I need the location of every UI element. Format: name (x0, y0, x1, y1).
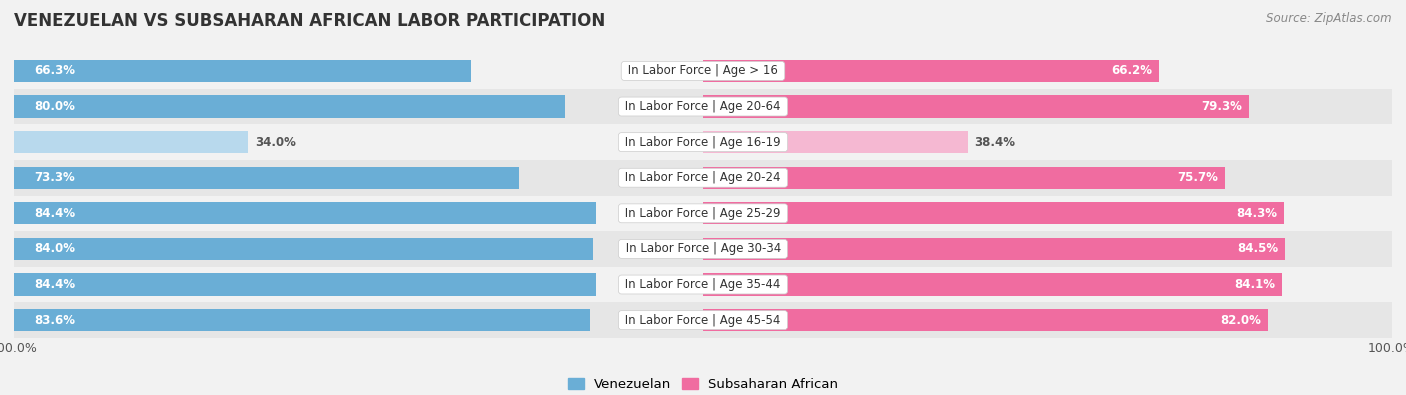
Bar (703, 273, 1282, 295)
Bar (14, 53, 1392, 89)
Bar (14, 231, 1392, 267)
Legend: Venezuelan, Subsaharan African: Venezuelan, Subsaharan African (562, 373, 844, 395)
Text: 34.0%: 34.0% (254, 135, 297, 149)
Text: 84.1%: 84.1% (1234, 278, 1275, 291)
Bar (14, 167, 519, 189)
Bar (14, 124, 1392, 160)
Bar (703, 238, 1285, 260)
Bar (703, 202, 1284, 224)
Bar (703, 131, 967, 153)
Bar (703, 309, 1268, 331)
Bar (14, 160, 1392, 196)
Text: 84.3%: 84.3% (1236, 207, 1277, 220)
Text: In Labor Force | Age 25-29: In Labor Force | Age 25-29 (621, 207, 785, 220)
Text: VENEZUELAN VS SUBSAHARAN AFRICAN LABOR PARTICIPATION: VENEZUELAN VS SUBSAHARAN AFRICAN LABOR P… (14, 12, 606, 30)
Bar (703, 167, 1225, 189)
Text: 80.0%: 80.0% (35, 100, 76, 113)
Text: Source: ZipAtlas.com: Source: ZipAtlas.com (1267, 12, 1392, 25)
Bar (14, 196, 1392, 231)
Bar (703, 96, 1250, 118)
Text: 84.4%: 84.4% (35, 207, 76, 220)
Text: 66.2%: 66.2% (1111, 64, 1152, 77)
Bar (14, 309, 591, 331)
Text: In Labor Force | Age 20-64: In Labor Force | Age 20-64 (621, 100, 785, 113)
Text: In Labor Force | Age > 16: In Labor Force | Age > 16 (624, 64, 782, 77)
Text: In Labor Force | Age 20-24: In Labor Force | Age 20-24 (621, 171, 785, 184)
Bar (14, 131, 249, 153)
Text: In Labor Force | Age 35-44: In Labor Force | Age 35-44 (621, 278, 785, 291)
Bar (14, 273, 596, 295)
Bar (14, 238, 593, 260)
Text: 73.3%: 73.3% (35, 171, 76, 184)
Text: 84.0%: 84.0% (35, 243, 76, 256)
Bar (14, 302, 1392, 338)
Bar (14, 267, 1392, 302)
Text: 84.5%: 84.5% (1237, 243, 1278, 256)
Bar (14, 60, 471, 82)
Text: 38.4%: 38.4% (974, 135, 1015, 149)
Text: In Labor Force | Age 45-54: In Labor Force | Age 45-54 (621, 314, 785, 327)
Bar (14, 96, 565, 118)
Text: 75.7%: 75.7% (1177, 171, 1218, 184)
Text: 84.4%: 84.4% (35, 278, 76, 291)
Bar (14, 202, 596, 224)
Text: 79.3%: 79.3% (1202, 100, 1243, 113)
Text: In Labor Force | Age 16-19: In Labor Force | Age 16-19 (621, 135, 785, 149)
Bar (14, 89, 1392, 124)
Text: 66.3%: 66.3% (35, 64, 76, 77)
Bar (703, 60, 1159, 82)
Text: In Labor Force | Age 30-34: In Labor Force | Age 30-34 (621, 243, 785, 256)
Text: 83.6%: 83.6% (35, 314, 76, 327)
Text: 82.0%: 82.0% (1220, 314, 1261, 327)
